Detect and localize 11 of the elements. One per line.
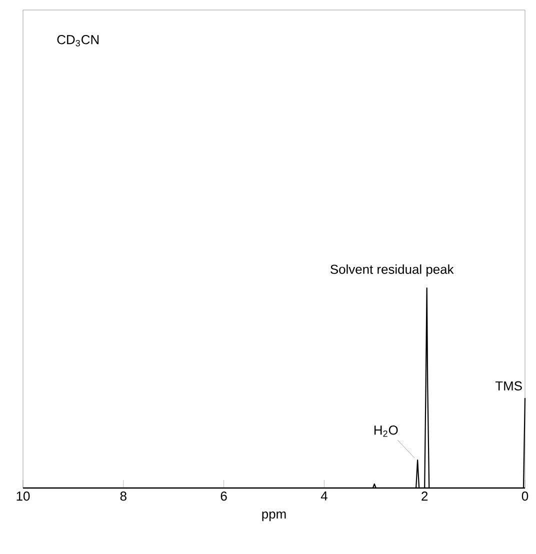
annotation: H$_{2}$O [374,426,398,437]
x-tick-label: 2 [422,492,428,501]
x-tick-label: 4 [320,492,328,500]
x-axis-title: ppm [262,512,286,522]
x-tick-label: 6 [220,492,227,501]
text: CD$_{3}$CN [57,35,99,46]
x-tick-label: 10 [16,492,30,501]
annotation: Solvent residual peak [330,264,454,276]
annotation: TMS [495,381,522,390]
x-tick-label: 0 [522,492,528,501]
x-tick-label: 8 [120,492,126,501]
